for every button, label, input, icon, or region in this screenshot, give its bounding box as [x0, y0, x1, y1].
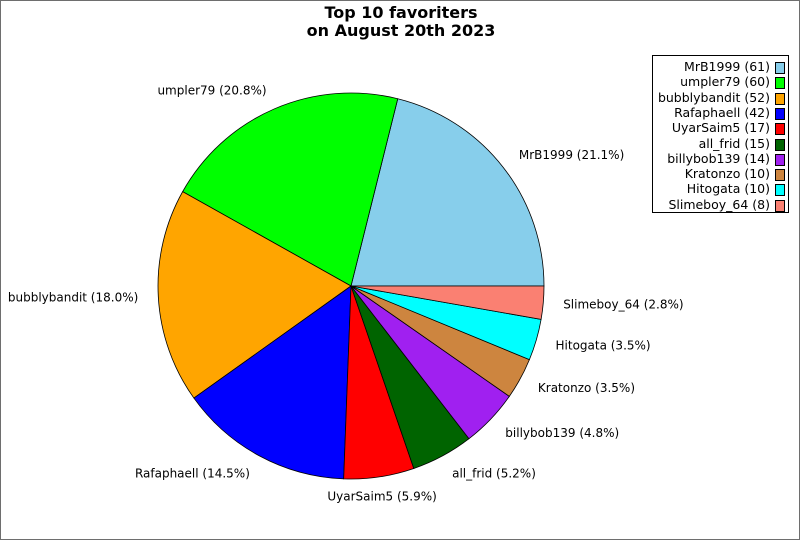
legend-label: MrB1999 (61)	[684, 59, 770, 74]
chart-title-line-1: Top 10 favoriters	[324, 3, 478, 22]
legend-swatch	[775, 138, 785, 151]
legend-label: billybob139 (14)	[667, 150, 770, 166]
legend-item: umpler79 (60)	[653, 74, 788, 90]
chart-title: Top 10 favoriters on August 20th 2023	[1, 4, 800, 40]
legend-swatch	[775, 77, 785, 90]
slice-label: bubblybandit (18.0%)	[8, 291, 138, 305]
chart-legend: MrB1999 (61) umpler79 (60) bubblybandit (5…	[652, 55, 789, 213]
pie-slice-umpler79	[182, 92, 399, 287]
slice-label: UyarSaim5 (5.9%)	[327, 490, 436, 504]
slice-label: Kratonzo (3.5%)	[538, 381, 635, 395]
slice-label: Rafaphaell (14.5%)	[135, 467, 250, 481]
pie-slice-slimeboy-64	[350, 285, 545, 320]
legend-item: Rafaphaell (42)	[653, 105, 788, 120]
legend-label: Hitogata (10)	[686, 181, 770, 197]
slice-label: billybob139 (4.8%)	[505, 426, 619, 440]
slice-label: Hitogata (3.5%)	[556, 338, 651, 352]
legend-swatch	[775, 107, 785, 120]
legend-label: UyarSaim5 (17)	[671, 120, 770, 136]
legend-swatch	[775, 62, 785, 74]
legend-swatch	[775, 123, 785, 136]
chart-title-line-2: on August 20th 2023	[306, 21, 496, 40]
legend-label: bubblybandit (52)	[657, 89, 770, 105]
legend-item: all_frid (15)	[653, 136, 788, 151]
pie-slice-rafaphaell	[193, 285, 352, 480]
legend-item: UyarSaim5 (17)	[653, 120, 788, 136]
legend-item: Hitogata (10)	[653, 181, 788, 197]
legend-swatch	[775, 184, 785, 197]
legend-swatch	[775, 169, 785, 182]
legend-item: MrB1999 (61)	[653, 59, 788, 74]
legend-item: bubblybandit (52)	[653, 90, 788, 105]
legend-label: umpler79 (60)	[680, 74, 770, 90]
legend-item: Slimeboy_64 (8)	[653, 197, 788, 212]
legend-label: all_frid (15)	[698, 135, 770, 151]
slice-label: all_frid (5.2%)	[452, 467, 536, 481]
pie-slice-mrb1999	[350, 98, 545, 287]
legend-label: Kratonzo (10)	[684, 166, 770, 182]
slice-label: MrB1999 (21.1%)	[519, 148, 624, 162]
legend-item: billybob139 (14)	[653, 151, 788, 166]
legend-label: Slimeboy_64 (8)	[668, 196, 770, 212]
legend-label: Rafaphaell (42)	[674, 104, 770, 120]
legend-swatch	[775, 153, 785, 166]
legend-swatch	[775, 92, 785, 105]
legend-swatch	[775, 199, 785, 212]
slice-label: umpler79 (20.8%)	[157, 84, 266, 98]
pie-slice-bubblybandit	[157, 191, 352, 399]
legend-item: Kratonzo (10)	[653, 166, 788, 182]
slice-label: Slimeboy_64 (2.8%)	[563, 298, 683, 312]
